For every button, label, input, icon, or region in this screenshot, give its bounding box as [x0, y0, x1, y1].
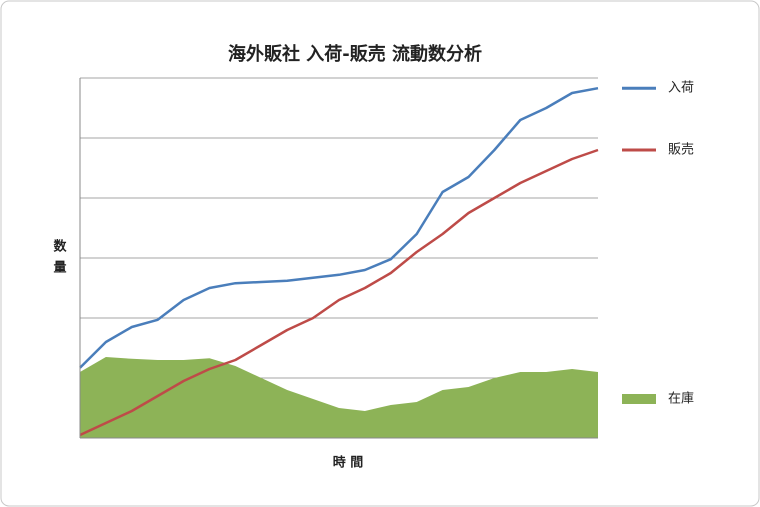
line: [79, 148, 599, 437]
legend-label: 入荷: [668, 81, 694, 96]
legend-label: 販売: [668, 142, 694, 158]
legend-swatch: [622, 394, 656, 404]
legend-label: 在庫: [668, 392, 694, 407]
y-axis-label: 数量: [51, 238, 67, 281]
line: [79, 86, 599, 369]
x-axis-label: 時 間: [333, 455, 364, 471]
chart-title: 海外販社 入荷-販売 流動数分析: [228, 43, 482, 65]
area: [80, 357, 598, 438]
